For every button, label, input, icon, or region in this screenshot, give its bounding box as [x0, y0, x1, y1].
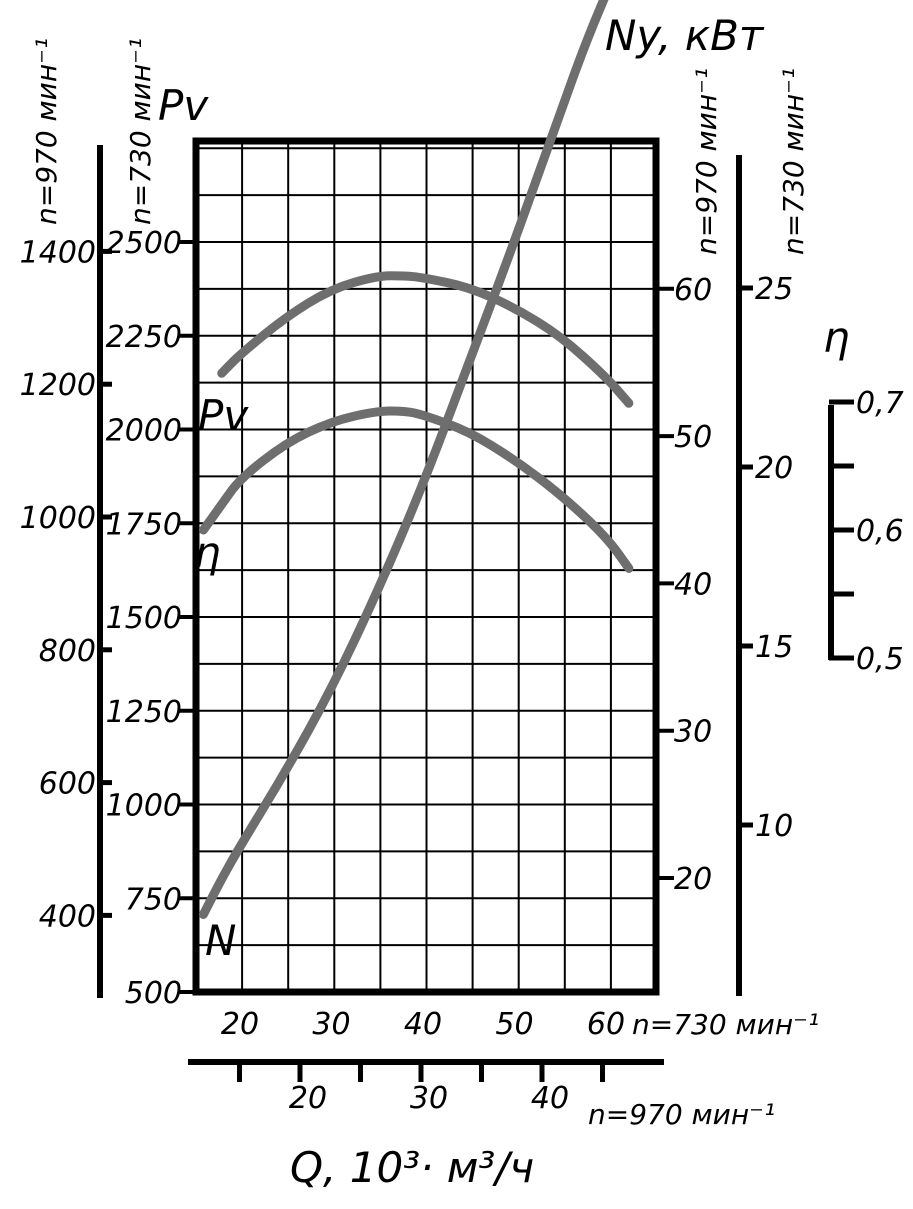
pressure-axis-title: Pv [158, 81, 209, 130]
pressure-axis-970-tick-label: 400 [39, 899, 96, 934]
right-axis-970-speed-label: n=970 мин⁻¹ [690, 68, 723, 255]
x-axis-730-tick-label: 50 [495, 1007, 533, 1042]
power-axis-730-tick-label: 20 [755, 451, 793, 486]
power-axis-970-tick-label: 60 [674, 273, 712, 308]
pv-curve [217, 271, 634, 408]
efficiency-curve-label: η [194, 528, 221, 577]
right-axis-730-speed-label: n=730 мин⁻¹ [777, 68, 810, 255]
power-axis-730-tick-label: 10 [755, 809, 793, 844]
pressure-axis-970-tick-label: 600 [39, 767, 96, 802]
x-axis-730-tick-label: 60 [587, 1007, 625, 1042]
power-axis-970-tick-label: 30 [674, 715, 712, 750]
pv-curve-label: Pv [198, 391, 249, 440]
x-axis-970-tick-label: 20 [289, 1081, 327, 1116]
pressure-axis-970-tick-label: 1000 [20, 501, 96, 536]
pressure-axis-970-tick-label: 1400 [20, 235, 96, 270]
curves [198, 0, 634, 919]
pressure-axis-730-tick-label: 2000 [106, 414, 182, 449]
pressure-axis-730-tick-label: 1250 [106, 695, 182, 730]
power-curve-label: N [205, 916, 236, 965]
plot-frame [192, 137, 660, 996]
efficiency-axis-tick-label: 0,7 [856, 386, 904, 421]
efficiency-axis-tick-label: 0,5 [856, 642, 904, 677]
power-axis-970-tick-label: 40 [674, 567, 712, 602]
power-curve [198, 0, 609, 919]
pressure-axis-970-tick-label: 1200 [20, 368, 96, 403]
x-axis-970-tick-label: 40 [531, 1081, 569, 1116]
pressure-axis-970-tick-label: 800 [39, 634, 96, 669]
pressure-axis-730-tick-label: 1750 [106, 507, 182, 542]
axes: 1400120010008006004002500225020001750150… [20, 145, 904, 1116]
x-axis-730-tick-label: 20 [221, 1007, 259, 1042]
efficiency-axis-tick-label: 0,6 [856, 514, 904, 549]
pressure-axis-730-tick-label: 750 [125, 882, 182, 917]
pressure-axis-730-tick-label: 500 [125, 976, 182, 1011]
power-axis-730-tick-label: 25 [755, 272, 793, 307]
pressure-axis-730-tick-label: 1000 [106, 789, 182, 824]
x-axis-730-tick-label: 40 [404, 1007, 442, 1042]
power-axis-970-tick-label: 50 [674, 420, 712, 455]
x-axis-title: Q, 10³· м³/ч [290, 1143, 534, 1192]
left-axis-970-speed-label: n=970 мин⁻¹ [30, 38, 63, 225]
pressure-axis-730-tick-label: 2250 [106, 320, 182, 355]
efficiency-axis-title: η [823, 313, 850, 362]
efficiency-curve [198, 406, 634, 573]
power-axis-970-tick-label: 20 [674, 862, 712, 897]
plot-grid [195, 141, 656, 993]
pressure-axis-730-tick-label: 2500 [106, 226, 182, 261]
power-axis-730-tick-label: 15 [755, 630, 793, 665]
x-axis-730-tick-label: 30 [312, 1007, 350, 1042]
left-axis-730-speed-label: n=730 мин⁻¹ [124, 38, 157, 225]
power-axis-title: Ny, кВт [605, 11, 765, 60]
x-axis-970-tick-label: 30 [410, 1081, 448, 1116]
x-axis-730-speed-label: n=730 мин⁻¹ [632, 1008, 819, 1041]
x-axis-970-speed-label: n=970 мин⁻¹ [588, 1098, 775, 1131]
pressure-axis-730-tick-label: 1500 [106, 601, 182, 636]
